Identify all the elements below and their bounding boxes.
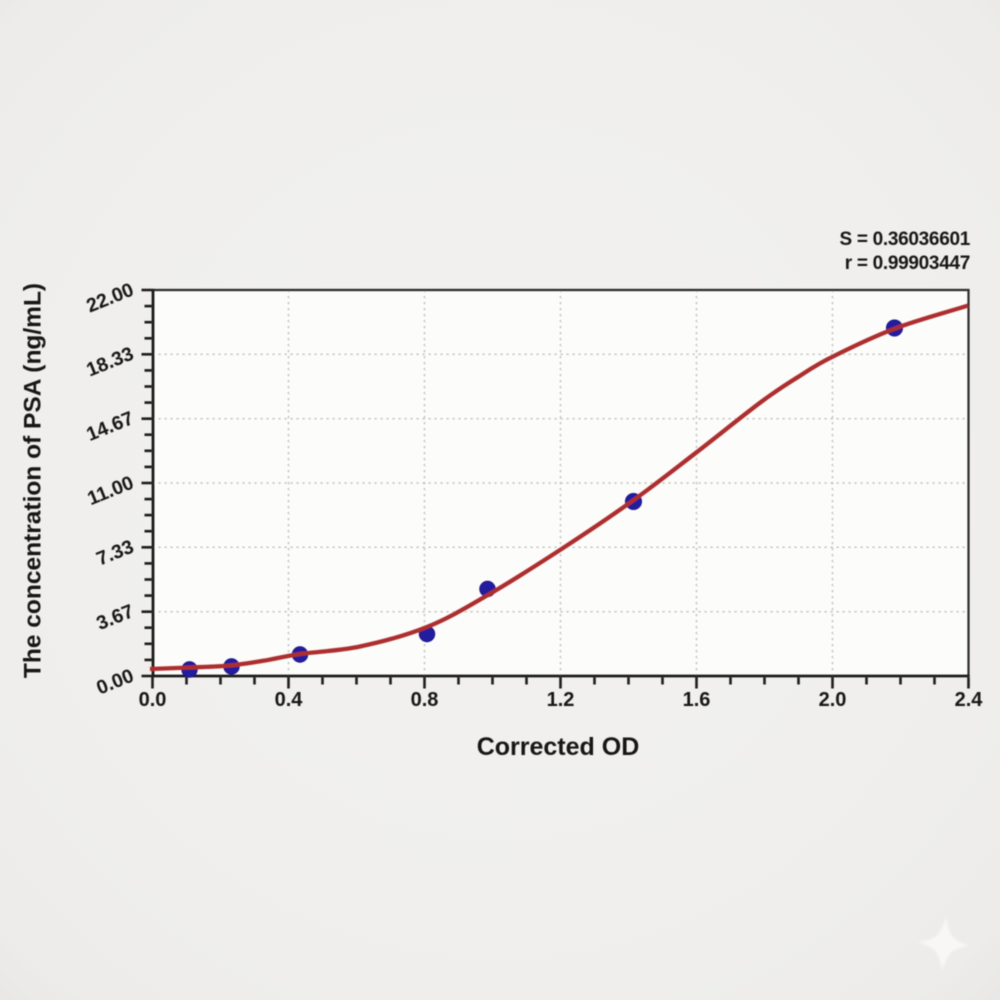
svg-text:S = 0.36036601: S = 0.36036601 xyxy=(839,229,970,250)
svg-text:r = 0.99903447: r = 0.99903447 xyxy=(845,253,970,274)
svg-text:Corrected OD: Corrected OD xyxy=(477,733,640,761)
svg-text:0.4: 0.4 xyxy=(275,689,304,711)
svg-text:2.0: 2.0 xyxy=(819,689,847,711)
svg-text:0.0: 0.0 xyxy=(139,689,167,711)
svg-text:0.8: 0.8 xyxy=(411,689,439,711)
svg-text:1.6: 1.6 xyxy=(683,689,711,711)
svg-text:2.4: 2.4 xyxy=(955,689,984,711)
svg-text:The concentration of PSA (ng/m: The concentration of PSA (ng/mL) xyxy=(20,283,47,678)
svg-text:1.2: 1.2 xyxy=(547,689,575,711)
